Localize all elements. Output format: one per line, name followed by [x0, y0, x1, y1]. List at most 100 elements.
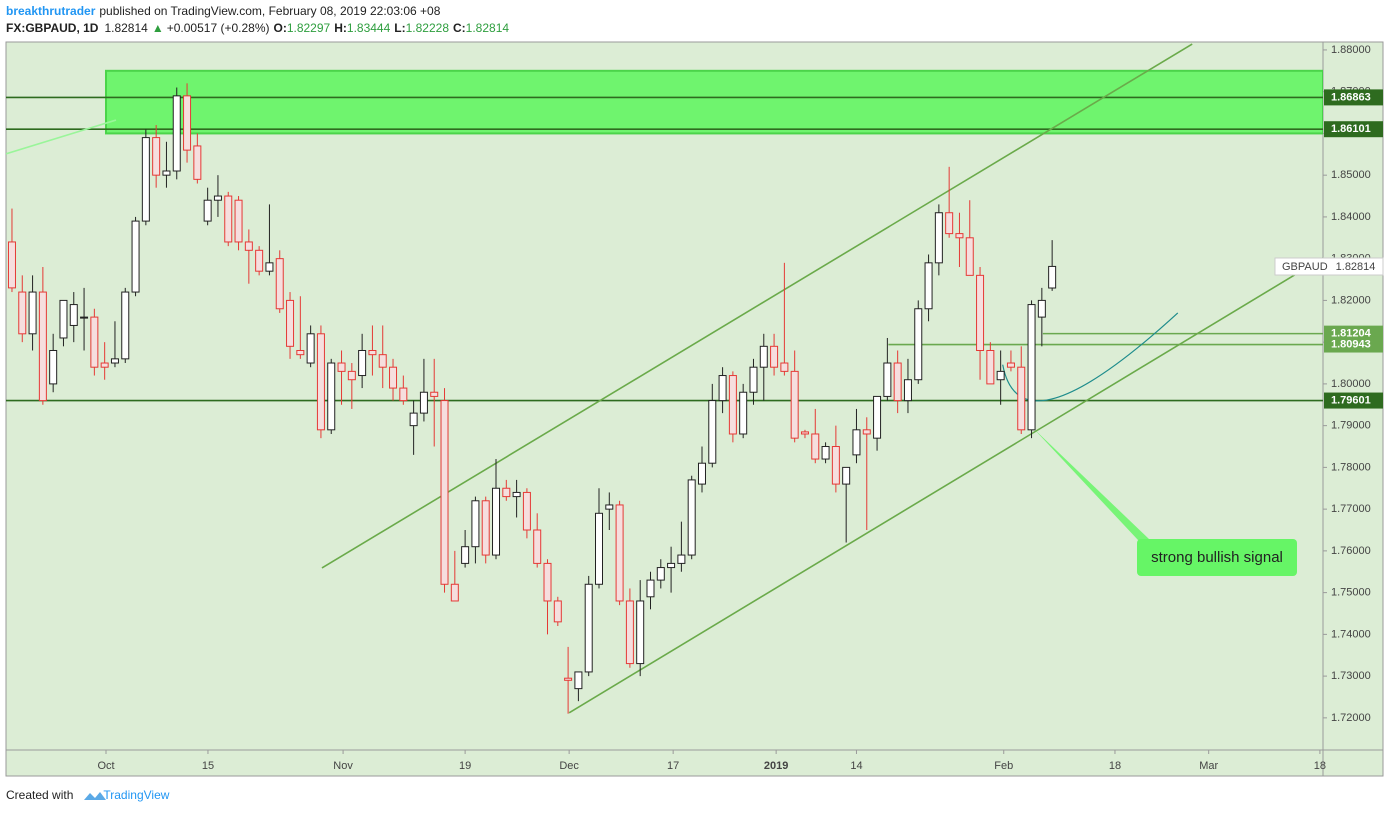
candle-body	[358, 349, 367, 377]
footer: Created with TradingView	[6, 788, 170, 802]
candle-body	[636, 600, 645, 665]
candle-body	[244, 241, 253, 251]
published: published on TradingView.com, February 0…	[99, 4, 440, 18]
plot-layer	[6, 43, 1323, 714]
candle-body	[615, 504, 624, 602]
y-tick-label: 1.78000	[1331, 461, 1371, 473]
close-value: 1.82814	[466, 21, 510, 35]
candle-body	[708, 400, 717, 464]
candle-body	[965, 237, 974, 276]
brand: TradingView	[103, 788, 169, 802]
candle-body	[533, 529, 542, 564]
symbol: FX:GBPAUD, 1D	[6, 21, 99, 35]
candle-body	[172, 95, 181, 172]
candle-body	[883, 362, 892, 397]
candle-body	[1027, 304, 1036, 431]
x-tick-label: 19	[459, 760, 471, 772]
candle-body	[59, 299, 68, 339]
candle-body	[687, 479, 696, 556]
candle-body	[605, 504, 614, 510]
open-label: O:	[273, 21, 286, 35]
candle-body	[430, 391, 439, 397]
candle-body	[914, 308, 923, 381]
level-label-box	[1324, 336, 1383, 353]
candle-body	[502, 487, 511, 498]
candle-body	[1017, 366, 1026, 431]
candle-body	[121, 291, 130, 360]
callout-pointer	[1033, 428, 1150, 540]
candle-body	[131, 220, 140, 293]
candle-body	[677, 554, 686, 564]
candle-body	[667, 562, 676, 569]
candle-body	[347, 370, 356, 381]
footer-text: Created with	[6, 788, 73, 802]
candle-body	[7, 241, 16, 289]
level-label-box	[1324, 89, 1383, 106]
candle-body	[790, 370, 799, 439]
candle-body	[152, 137, 161, 176]
candle-body	[800, 431, 809, 435]
x-tick-label: Dec	[559, 760, 579, 772]
candle-body	[255, 249, 264, 272]
candle-body	[110, 358, 119, 364]
candle-body	[492, 487, 501, 556]
candle-body	[306, 333, 315, 364]
candle-body	[141, 137, 150, 222]
candle-body	[893, 362, 902, 402]
candle-body	[69, 304, 78, 326]
x-tick-label: Oct	[97, 760, 114, 772]
candle-body	[584, 583, 593, 673]
candle-body	[821, 446, 830, 460]
candle-body	[780, 362, 789, 372]
price-label-symbol: GBPAUD	[1282, 261, 1328, 273]
candle-body	[564, 677, 573, 681]
axis-layer: 1.880001.870001.860001.850001.840001.830…	[97, 44, 1383, 772]
candle-body	[286, 299, 295, 347]
candle-body	[924, 262, 933, 310]
candle-body	[522, 491, 531, 531]
header-line-1: breakthrutrader published on TradingView.…	[6, 4, 441, 18]
high-label: H:	[334, 21, 347, 35]
price-label-box	[1274, 257, 1384, 276]
level-label: 1.79601	[1331, 394, 1371, 406]
candle-body	[296, 349, 305, 356]
candle-body	[1006, 362, 1015, 368]
y-tick-label: 1.79000	[1331, 420, 1371, 432]
candle-body	[337, 362, 346, 372]
candle-body	[811, 433, 820, 460]
header-line-2: FX:GBPAUD, 1D 1.82814 ▲ +0.00517 (+0.28%) O:…	[6, 21, 509, 35]
candle-body	[595, 512, 604, 585]
x-tick-label: 14	[850, 760, 862, 772]
candle-body	[852, 429, 861, 456]
candle-body	[18, 291, 27, 335]
candle-body	[80, 316, 89, 319]
candle-body	[183, 95, 192, 151]
x-tick-label: 15	[202, 760, 214, 772]
candle-body	[1037, 299, 1046, 318]
price-label: GBPAUD 1.82814	[1282, 261, 1375, 273]
candle-body	[481, 500, 490, 556]
level-label-box	[1324, 121, 1383, 138]
candle-body	[625, 600, 634, 665]
candle-body	[955, 233, 964, 239]
change: +0.00517 (+0.28%)	[167, 21, 270, 35]
plot-background	[5, 41, 1384, 777]
candle-body	[327, 362, 336, 431]
y-tick-label: 1.82000	[1331, 294, 1371, 306]
trendline	[321, 43, 1193, 569]
x-tick-label: 18	[1314, 760, 1326, 772]
candle-body	[1048, 265, 1057, 289]
candle-body	[873, 395, 882, 439]
candle-body	[718, 375, 727, 402]
close-label: C:	[453, 21, 466, 35]
candle-body	[646, 579, 655, 598]
candle-body	[574, 671, 583, 690]
high-value: 1.83444	[347, 21, 391, 35]
y-tick-label: 1.80000	[1331, 378, 1371, 390]
y-tick-label: 1.85000	[1331, 169, 1371, 181]
candle-body	[986, 349, 995, 385]
candle-body	[440, 400, 449, 585]
low-label: L:	[394, 21, 405, 35]
projection-curve	[1002, 312, 1179, 402]
